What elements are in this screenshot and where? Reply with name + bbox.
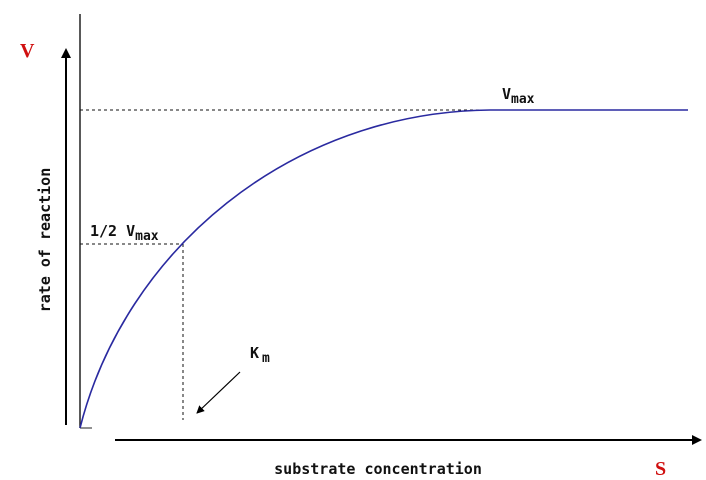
x-symbol: S <box>655 458 666 480</box>
vmax-label: Vmax <box>502 85 535 107</box>
km-arrow <box>196 371 241 414</box>
half-vmax-sub: max <box>135 229 159 244</box>
y-symbol: V <box>20 40 35 62</box>
vmax-sub: max <box>511 92 535 107</box>
curve <box>79 109 688 429</box>
half-vmax-text: 1/2 V <box>90 222 135 240</box>
km-text: K <box>250 344 259 362</box>
half-vmax-label: 1/2 Vmax <box>90 222 159 244</box>
y-label: rate of reaction <box>36 168 54 313</box>
x-label: substrate concentration <box>274 460 482 478</box>
km-sub: m <box>262 351 270 366</box>
vmax-text: V <box>502 85 511 103</box>
